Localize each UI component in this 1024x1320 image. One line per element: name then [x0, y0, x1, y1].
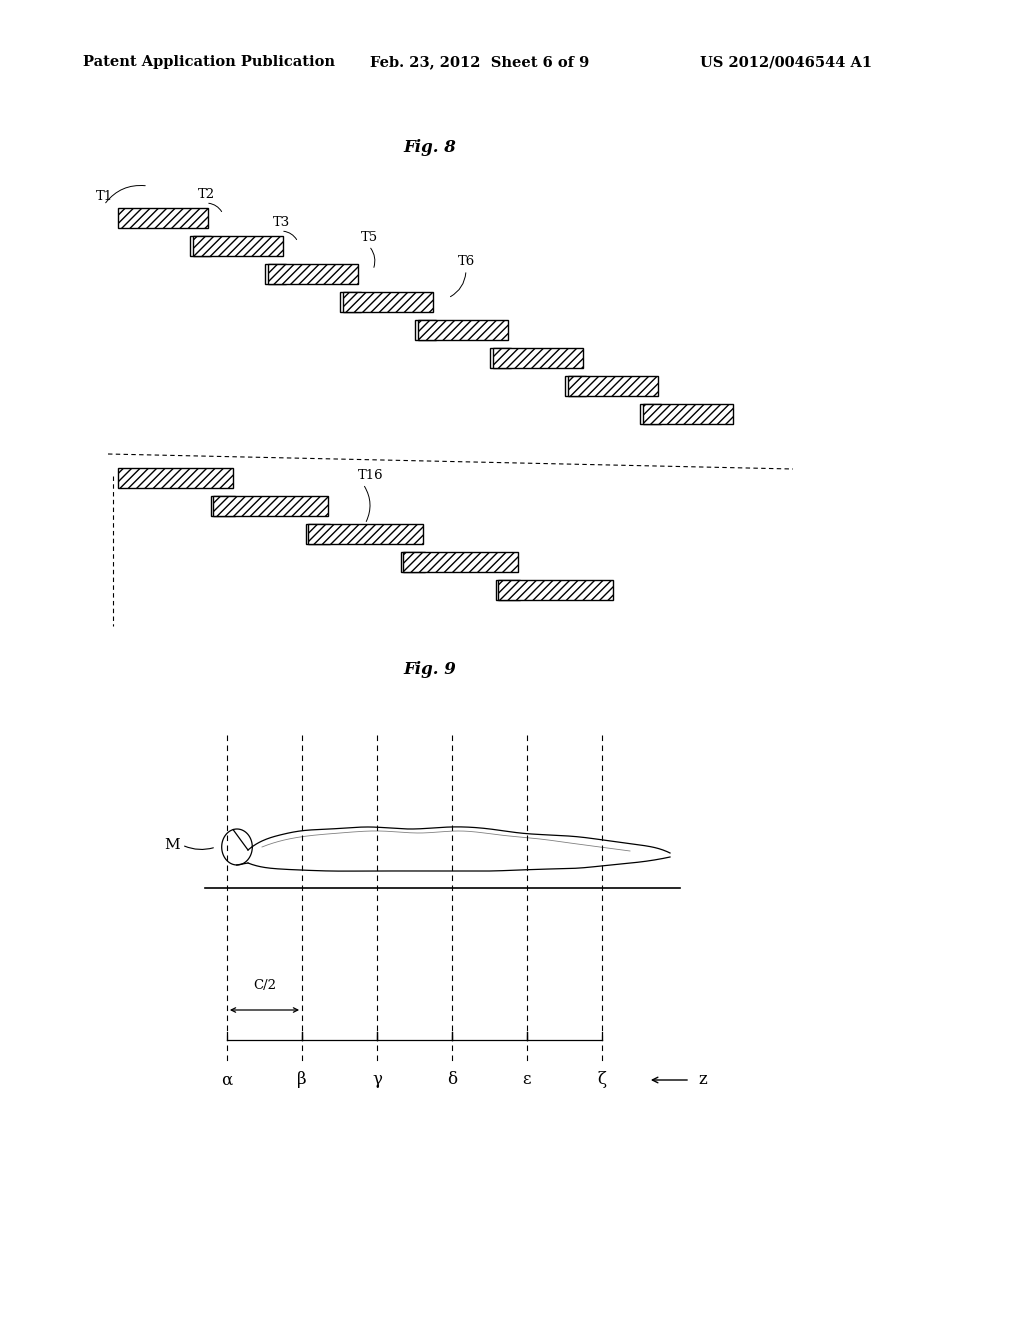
Text: US 2012/0046544 A1: US 2012/0046544 A1 [700, 55, 872, 69]
Bar [213, 496, 328, 516]
Bar [415, 319, 436, 341]
Bar [268, 264, 358, 284]
Bar [565, 376, 586, 396]
Text: Fig. 8: Fig. 8 [403, 140, 457, 157]
Bar [118, 469, 233, 488]
Text: T6: T6 [458, 255, 475, 268]
Text: T3: T3 [273, 216, 290, 228]
Bar [306, 524, 330, 544]
Text: ε: ε [522, 1072, 531, 1089]
Text: M: M [165, 838, 180, 851]
Bar [640, 404, 662, 424]
Bar [498, 579, 613, 601]
Bar [308, 524, 423, 544]
Text: α: α [221, 1072, 232, 1089]
Text: T1: T1 [96, 190, 113, 203]
Bar [211, 496, 234, 516]
Bar [490, 348, 511, 368]
Text: z: z [698, 1072, 707, 1089]
Text: γ: γ [372, 1072, 382, 1089]
Bar [496, 579, 520, 601]
Bar [190, 236, 211, 256]
Bar [118, 209, 208, 228]
Text: Feb. 23, 2012  Sheet 6 of 9: Feb. 23, 2012 Sheet 6 of 9 [370, 55, 589, 69]
Bar [193, 236, 283, 256]
Text: ζ: ζ [598, 1072, 606, 1089]
Bar [493, 348, 583, 368]
Bar [643, 404, 733, 424]
Bar [265, 264, 286, 284]
Bar [343, 292, 433, 312]
Bar [340, 292, 361, 312]
Text: δ: δ [446, 1072, 457, 1089]
Bar [401, 552, 425, 572]
Text: β: β [297, 1072, 307, 1089]
Text: Fig. 9: Fig. 9 [403, 661, 457, 678]
Text: T2: T2 [198, 187, 215, 201]
Text: T5: T5 [361, 231, 378, 244]
Text: C/2: C/2 [253, 979, 276, 993]
Bar [403, 552, 518, 572]
Text: Patent Application Publication: Patent Application Publication [83, 55, 335, 69]
Bar [418, 319, 508, 341]
Text: T16: T16 [358, 469, 384, 482]
Bar [568, 376, 658, 396]
